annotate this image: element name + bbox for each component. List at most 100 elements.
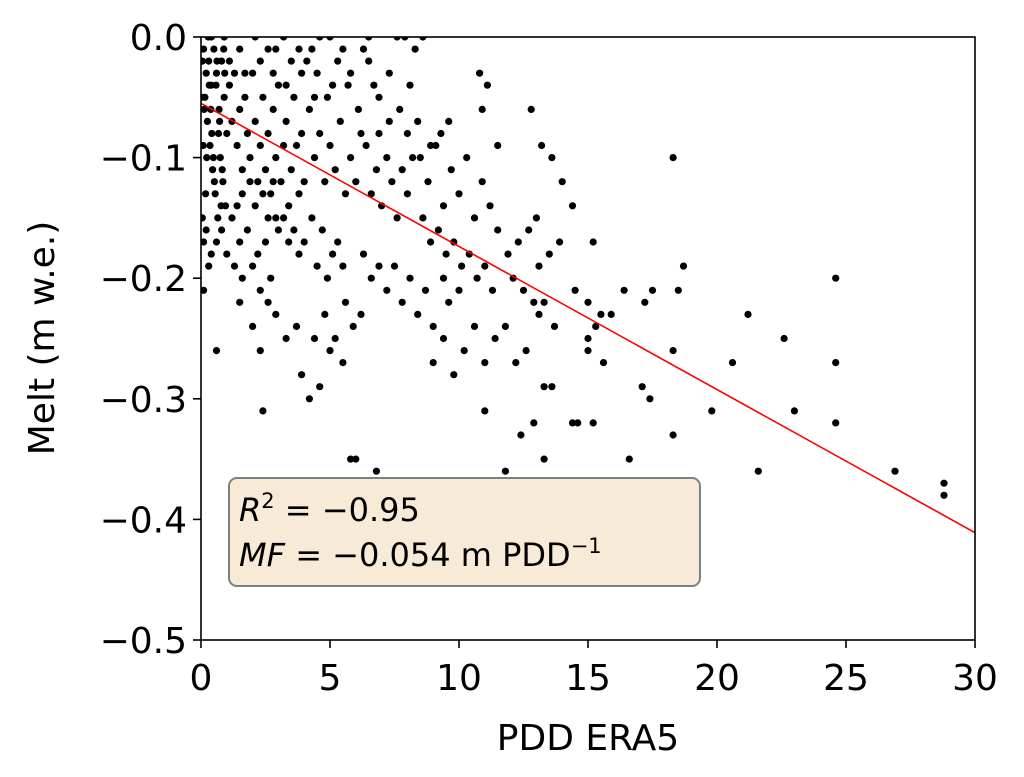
data-point-69 xyxy=(220,45,228,53)
data-point-155 xyxy=(398,298,406,306)
data-point-293 xyxy=(269,69,277,77)
data-point-262 xyxy=(744,310,752,318)
data-point-129 xyxy=(406,81,414,89)
data-point-77 xyxy=(218,226,226,234)
data-point-231 xyxy=(550,322,559,330)
data-point-66 xyxy=(212,81,220,89)
data-point-95 xyxy=(264,214,272,222)
x-tick-label-2: 10 xyxy=(436,658,482,699)
y-tick-label-2: −0.2 xyxy=(100,259,187,300)
data-point-43 xyxy=(287,166,295,174)
data-point-208 xyxy=(512,359,520,367)
data-point-255 xyxy=(679,262,688,270)
data-point-73 xyxy=(205,262,213,270)
data-point-106 xyxy=(323,274,331,282)
data-point-90 xyxy=(233,202,241,210)
data-point-149 xyxy=(409,154,417,162)
data-point-263 xyxy=(754,467,762,475)
data-point-308 xyxy=(439,274,448,282)
data-point-68 xyxy=(217,202,225,210)
data-point-188 xyxy=(478,178,486,186)
data-point-19 xyxy=(233,141,241,150)
data-point-81 xyxy=(236,238,244,246)
data-point-185 xyxy=(455,190,463,198)
data-point-174 xyxy=(256,347,264,355)
data-point-121 xyxy=(323,93,331,101)
data-point-34 xyxy=(264,129,272,138)
data-point-306 xyxy=(375,129,383,138)
data-point-76 xyxy=(212,238,221,246)
data-point-183 xyxy=(439,202,448,210)
data-point-168 xyxy=(316,383,324,391)
data-point-50 xyxy=(201,57,206,65)
data-point-216 xyxy=(548,154,556,162)
data-point-146 xyxy=(393,214,401,222)
data-point-297 xyxy=(329,81,337,89)
data-point-195 xyxy=(458,262,466,270)
data-point-47 xyxy=(298,129,306,138)
data-point-61 xyxy=(201,141,207,150)
data-point-270 xyxy=(940,479,948,487)
data-point-29 xyxy=(251,117,259,125)
data-point-111 xyxy=(316,129,324,138)
data-point-250 xyxy=(638,383,646,391)
data-point-42 xyxy=(285,202,293,210)
data-point-136 xyxy=(295,45,303,53)
data-point-104 xyxy=(313,262,321,270)
data-point-15 xyxy=(225,81,233,89)
data-point-170 xyxy=(292,322,301,330)
data-point-166 xyxy=(326,347,334,355)
y-tick-label-4: −0.4 xyxy=(100,500,187,541)
data-point-78 xyxy=(223,250,231,258)
data-point-192 xyxy=(434,226,442,234)
data-point-148 xyxy=(403,190,411,198)
data-point-14 xyxy=(211,190,219,198)
data-point-6 xyxy=(203,117,211,125)
data-point-58 xyxy=(218,166,226,174)
data-point-173 xyxy=(264,298,272,306)
data-point-107 xyxy=(329,250,337,258)
data-point-246 xyxy=(574,419,582,427)
data-point-267 xyxy=(832,359,840,367)
data-point-285 xyxy=(280,37,288,41)
data-point-229 xyxy=(530,298,538,306)
data-point-294 xyxy=(282,81,290,89)
data-point-92 xyxy=(246,178,254,186)
data-point-286 xyxy=(401,37,409,41)
data-point-256 xyxy=(669,154,677,162)
data-point-171 xyxy=(282,334,290,343)
data-point-117 xyxy=(347,154,355,162)
data-point-13 xyxy=(223,129,231,138)
data-point-38 xyxy=(274,81,282,89)
data-point-51 xyxy=(201,105,208,113)
data-point-251 xyxy=(646,395,654,403)
data-point-102 xyxy=(300,238,308,246)
data-point-89 xyxy=(272,214,280,222)
data-point-169 xyxy=(305,395,313,403)
data-point-93 xyxy=(251,202,259,210)
data-point-266 xyxy=(832,274,840,282)
data-point-257 xyxy=(589,238,597,246)
data-point-54 xyxy=(208,129,216,138)
data-point-274 xyxy=(501,467,509,475)
data-point-59 xyxy=(221,69,229,77)
data-point-301 xyxy=(445,117,453,125)
data-point-55 xyxy=(210,178,218,186)
data-point-212 xyxy=(476,69,484,77)
data-point-253 xyxy=(669,347,677,355)
data-point-206 xyxy=(491,334,499,343)
data-point-217 xyxy=(558,178,566,186)
data-point-207 xyxy=(501,322,509,330)
data-point-248 xyxy=(589,419,597,427)
data-point-218 xyxy=(568,202,577,210)
x-tick-label-4: 20 xyxy=(694,658,740,699)
data-point-74 xyxy=(207,250,215,258)
melt-factor-text: MF = −0.054 m PDD−1 xyxy=(239,534,602,574)
data-point-179 xyxy=(236,298,244,306)
data-point-265 xyxy=(790,407,799,415)
data-point-119 xyxy=(357,129,365,138)
data-point-202 xyxy=(450,371,458,379)
data-point-260 xyxy=(708,407,716,415)
data-point-211 xyxy=(483,81,491,89)
data-point-140 xyxy=(362,141,370,150)
